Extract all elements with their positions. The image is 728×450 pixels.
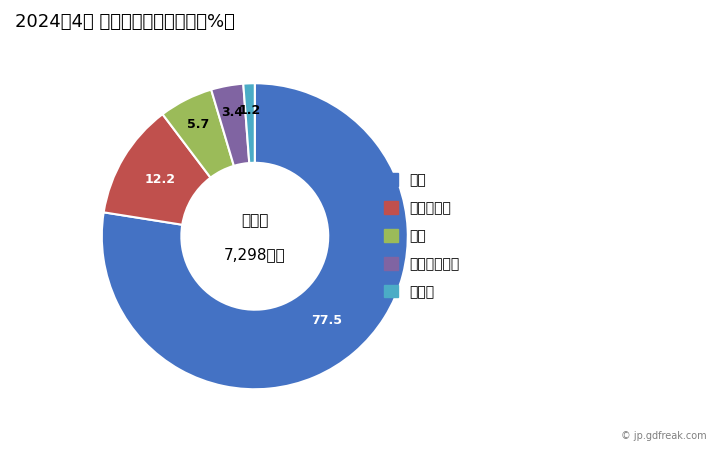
- Wedge shape: [211, 84, 249, 166]
- Text: 12.2: 12.2: [145, 173, 176, 186]
- Text: 3.4: 3.4: [221, 106, 243, 119]
- Text: © jp.gdfreak.com: © jp.gdfreak.com: [620, 431, 706, 441]
- Text: 77.5: 77.5: [311, 314, 342, 327]
- Text: 1.2: 1.2: [239, 104, 261, 117]
- Text: 5.7: 5.7: [187, 118, 210, 131]
- Wedge shape: [103, 114, 210, 225]
- Text: 7,298万円: 7,298万円: [224, 247, 285, 262]
- Legend: 台湾, マレーシア, タイ, シンガポール, その他: 台湾, マレーシア, タイ, シンガポール, その他: [384, 173, 459, 299]
- Text: 2024年4月 輸出相手国のシェア（%）: 2024年4月 輸出相手国のシェア（%）: [15, 14, 234, 32]
- Text: 総　額: 総 額: [241, 213, 269, 229]
- Wedge shape: [102, 83, 408, 389]
- Wedge shape: [162, 90, 234, 178]
- Wedge shape: [243, 83, 255, 163]
